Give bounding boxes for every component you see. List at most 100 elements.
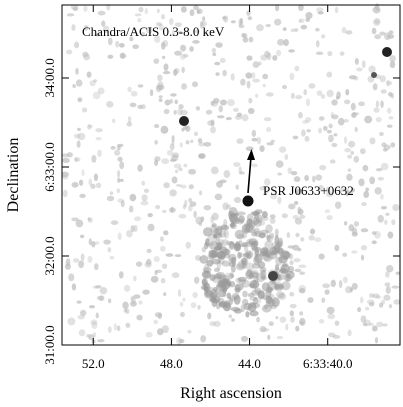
noise-blob [330, 279, 336, 288]
diffuse-blob [246, 218, 254, 228]
noise-blob [230, 20, 236, 24]
noise-blob [126, 121, 133, 127]
noise-blob [174, 50, 182, 56]
noise-blob [179, 142, 183, 148]
noise-blob [222, 202, 229, 211]
noise-blob [290, 92, 295, 99]
noise-blob [190, 139, 194, 144]
noise-blob [266, 142, 274, 146]
noise-blob [87, 124, 92, 130]
noise-blob [386, 265, 394, 273]
noise-blob [211, 212, 219, 221]
noise-blob [307, 297, 314, 304]
diffuse-blob [228, 261, 237, 268]
noise-blob [361, 60, 366, 69]
noise-blob [119, 178, 124, 182]
noise-blob [317, 11, 324, 15]
noise-blob [96, 295, 104, 301]
noise-blob [193, 29, 201, 33]
diffuse-blob [251, 289, 261, 296]
diffuse-blob [259, 266, 267, 273]
noise-blob [368, 65, 376, 73]
noise-blob [106, 3, 111, 11]
diffuse-blob [212, 234, 218, 239]
noise-blob [149, 89, 154, 97]
diffuse-blob [261, 282, 270, 292]
noise-blob [142, 289, 150, 295]
diffuse-blob [223, 302, 231, 312]
noise-blob [123, 284, 131, 292]
diffuse-blob [241, 223, 251, 234]
noise-blob [368, 322, 374, 326]
diffuse-blob [251, 240, 259, 248]
noise-blob [107, 298, 112, 304]
noise-blob [312, 175, 316, 183]
diffuse-blob [228, 241, 236, 250]
noise-blob [118, 271, 124, 279]
noise-blob [146, 258, 152, 266]
diffuse-blob [223, 229, 229, 239]
noise-blob [343, 99, 351, 105]
diffuse-blob [236, 233, 245, 240]
noise-blob [161, 158, 170, 165]
noise-blob [115, 40, 120, 48]
noise-blob [182, 53, 189, 58]
noise-blob [248, 36, 254, 43]
noise-blob [368, 301, 375, 307]
noise-blob [294, 65, 300, 72]
noise-blob [256, 316, 260, 323]
diffuse-blob [245, 241, 254, 248]
noise-blob [156, 8, 160, 14]
noise-blob [326, 215, 333, 221]
noise-blob [202, 16, 206, 22]
noise-blob [71, 24, 76, 31]
noise-blob [130, 295, 134, 302]
noise-blob [109, 191, 114, 195]
noise-blob [91, 321, 98, 330]
noise-blob [192, 40, 200, 44]
noise-blob [107, 247, 112, 253]
noise-blob [65, 258, 71, 267]
noise-blob [251, 163, 258, 168]
noise-blob [178, 167, 183, 172]
diffuse-blob [252, 211, 260, 217]
diffuse-blob [251, 246, 262, 252]
noise-blob [322, 283, 331, 289]
noise-blob [333, 133, 338, 137]
noise-blob [342, 276, 348, 284]
diffuse-blob [229, 222, 236, 228]
noise-blob [94, 285, 102, 289]
noise-blob [326, 71, 333, 78]
noise-blob [377, 214, 384, 223]
noise-blob [308, 235, 315, 241]
noise-blob [252, 78, 261, 83]
noise-blob [391, 285, 400, 289]
noise-blob [119, 43, 125, 48]
noise-blob [336, 91, 341, 100]
noise-blob [372, 83, 378, 91]
noise-blob [76, 140, 81, 148]
diffuse-blob [246, 238, 254, 245]
noise-blob [181, 83, 187, 90]
noise-blob [188, 197, 193, 203]
noise-blob [233, 162, 241, 167]
noise-blob [110, 145, 116, 150]
noise-blob [77, 132, 86, 141]
noise-blob [371, 27, 377, 35]
diffuse-blob [215, 271, 226, 280]
noise-blob [328, 134, 334, 143]
noise-blob [147, 223, 155, 232]
diffuse-blob [202, 227, 213, 237]
noise-blob [372, 293, 380, 299]
diffuse-blob [234, 241, 241, 251]
noise-blob [299, 214, 306, 219]
noise-blob [292, 214, 299, 220]
noise-blob [189, 46, 194, 52]
noise-blob [61, 153, 70, 158]
noise-blob [362, 322, 368, 327]
noise-blob [242, 37, 249, 43]
image-noise [61, 3, 401, 345]
diffuse-blob [250, 302, 261, 309]
diffuse-blob [212, 286, 218, 293]
